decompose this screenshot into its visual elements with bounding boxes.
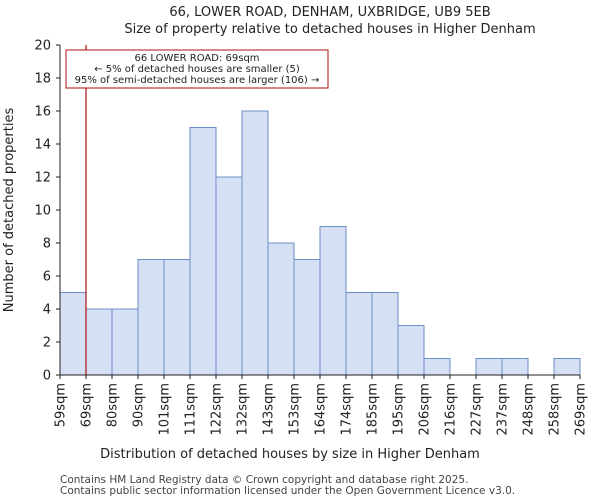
x-tick-label: 132sqm: [236, 383, 251, 436]
x-tick-label: 227sqm: [470, 383, 485, 436]
y-tick-label: 4: [43, 303, 51, 318]
x-tick-label: 122sqm: [210, 383, 225, 436]
bar-195sqm: [397, 325, 425, 376]
x-tick-label: 174sqm: [340, 383, 355, 436]
bar-101sqm: [163, 259, 191, 376]
x-axis-ticks: 59sqm 69sqm 80sqm 90sqm 101sqm 111sqm 122sqm 13…: [54, 375, 589, 436]
x-tick-label: 185sqm: [366, 383, 381, 436]
bar-153sqm: [293, 259, 321, 376]
x-tick-label: 216sqm: [444, 383, 459, 436]
x-tick-label: 80sqm: [106, 383, 121, 427]
bar-206sqm: [423, 358, 451, 376]
x-tick-label: 164sqm: [314, 383, 329, 436]
footer-line1: Contains HM Land Registry data © Crown c…: [60, 474, 468, 486]
footer-line2: Contains public sector information licen…: [60, 485, 515, 497]
y-tick-label: 6: [43, 270, 51, 285]
y-tick-label: 18: [34, 72, 51, 87]
x-tick-label: 237sqm: [496, 383, 511, 436]
y-axis-ticks: 0 2 4 6 8 10 12 14 16 18 20: [34, 39, 60, 384]
chart-title-line2: Size of property relative to detached ho…: [124, 22, 535, 37]
chart-title-line1: 66, LOWER ROAD, DENHAM, UXBRIDGE, UB9 5E…: [169, 5, 490, 20]
bar-122sqm: [215, 176, 243, 376]
bar-237sqm: [501, 358, 529, 376]
bar-59sqm: [59, 292, 87, 376]
y-tick-label: 2: [43, 336, 51, 351]
x-tick-label: 206sqm: [418, 383, 433, 436]
x-axis-label: Distribution of detached houses by size …: [100, 447, 480, 462]
x-tick-label: 59sqm: [54, 383, 69, 427]
y-tick-label: 12: [34, 171, 51, 186]
x-tick-label: 101sqm: [158, 383, 173, 436]
x-tick-label: 269sqm: [574, 383, 589, 436]
x-tick-label: 111sqm: [184, 383, 199, 436]
bar-227sqm: [475, 358, 503, 376]
x-tick-label: 195sqm: [392, 383, 407, 436]
bar-80sqm: [111, 308, 139, 376]
bar-258sqm: [553, 358, 581, 376]
bar-185sqm: [371, 292, 399, 376]
x-tick-label: 69sqm: [80, 383, 95, 427]
annotation-line3: 95% of semi-detached houses are larger (…: [75, 75, 320, 86]
y-tick-label: 20: [34, 39, 51, 54]
x-tick-label: 90sqm: [132, 383, 147, 427]
annotation-line2: ← 5% of detached houses are smaller (5): [94, 64, 300, 75]
x-tick-label: 143sqm: [262, 383, 277, 436]
y-tick-label: 0: [43, 369, 51, 384]
y-tick-label: 14: [34, 138, 51, 153]
bar-90sqm: [137, 259, 165, 376]
bars-group: [59, 110, 581, 376]
bar-174sqm: [345, 292, 373, 376]
y-tick-label: 10: [34, 204, 51, 219]
bar-69sqm: [85, 308, 113, 376]
bar-132sqm: [241, 110, 269, 376]
x-tick-label: 258sqm: [548, 383, 563, 436]
x-tick-label: 248sqm: [522, 383, 537, 436]
y-axis-label: Number of detached properties: [2, 108, 17, 313]
bar-164sqm: [319, 226, 347, 376]
y-tick-label: 16: [34, 105, 51, 120]
bar-111sqm: [189, 127, 217, 376]
bar-143sqm: [267, 242, 295, 376]
x-tick-label: 153sqm: [288, 383, 303, 436]
annotation-box: 66 LOWER ROAD: 69sqm ← 5% of detached ho…: [65, 49, 329, 89]
y-tick-label: 8: [43, 237, 51, 252]
annotation-line1: 66 LOWER ROAD: 69sqm: [134, 53, 259, 64]
annotation-border: [65, 49, 329, 89]
